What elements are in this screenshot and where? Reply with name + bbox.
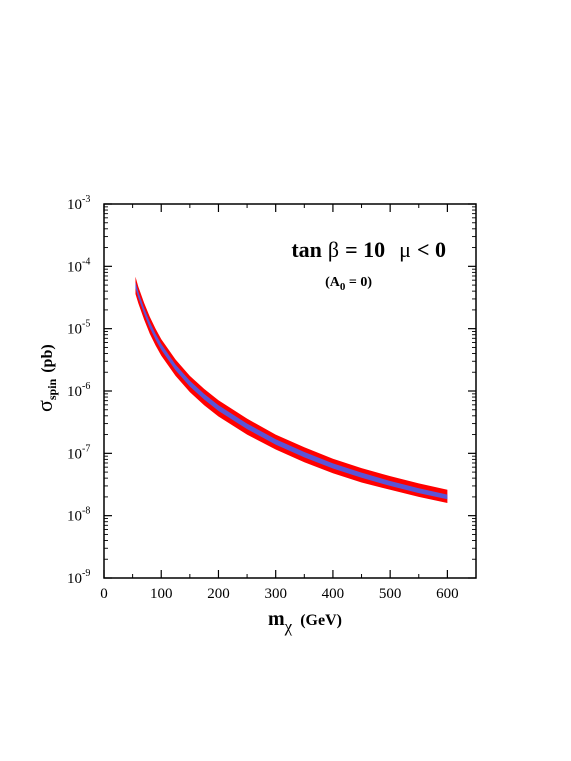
y-tick-label: 10-9 xyxy=(67,568,90,587)
y-tick-label: 10-6 xyxy=(67,381,90,400)
annotation-equals-ten: = 10 xyxy=(345,237,385,262)
annotation-beta-symbol: β xyxy=(328,237,339,262)
y-axis-title-main: σ xyxy=(32,400,57,412)
y-tick-label: 10-3 xyxy=(67,194,90,213)
data-bands xyxy=(135,276,448,503)
x-tick-label: 100 xyxy=(150,586,173,602)
x-tick-label: 500 xyxy=(379,586,402,602)
annotation-condition: < 0 xyxy=(417,237,446,262)
y-axis-title: σspin (pb) xyxy=(32,344,59,412)
x-tick-label: 200 xyxy=(207,586,230,602)
annotation-a-subscript: 0 xyxy=(340,281,346,293)
x-tick-label: 300 xyxy=(264,586,287,602)
y-tick-label: 10-4 xyxy=(67,256,90,275)
inner-band xyxy=(135,282,448,500)
x-axis-ticks: 0 100 200 300 400 500 600 xyxy=(100,204,459,602)
annotation-tan: tan xyxy=(291,237,322,262)
x-tick-label: 600 xyxy=(436,586,459,602)
y-tick-label: 10-5 xyxy=(67,319,90,338)
y-axis-title-units: (pb) xyxy=(39,344,56,372)
outer-band xyxy=(135,276,448,503)
annotation-a-open: (A xyxy=(325,275,341,290)
y-axis-title-subscript: spin xyxy=(45,378,59,400)
x-tick-label: 400 xyxy=(322,586,345,602)
annotation-a-close: = 0) xyxy=(345,275,372,290)
y-tick-label: 10-7 xyxy=(67,443,90,462)
x-axis-title-main: m xyxy=(268,608,285,630)
annotation-main: tan β = 10 μ < 0 xyxy=(291,237,446,262)
x-axis-title-subscript: χ xyxy=(284,617,293,636)
y-tick-label: 10-8 xyxy=(67,506,90,525)
annotation-mu-symbol: μ xyxy=(399,237,411,262)
x-axis-title: mχ (GeV) xyxy=(268,608,342,636)
y-axis-ticks: 10-9 10-8 10-7 10-6 10-5 10-4 10-3 xyxy=(67,194,476,587)
x-axis-title-units: (GeV) xyxy=(300,612,342,629)
annotation-sub: (A0 = 0) xyxy=(325,275,372,293)
x-tick-label: 0 xyxy=(100,586,108,602)
